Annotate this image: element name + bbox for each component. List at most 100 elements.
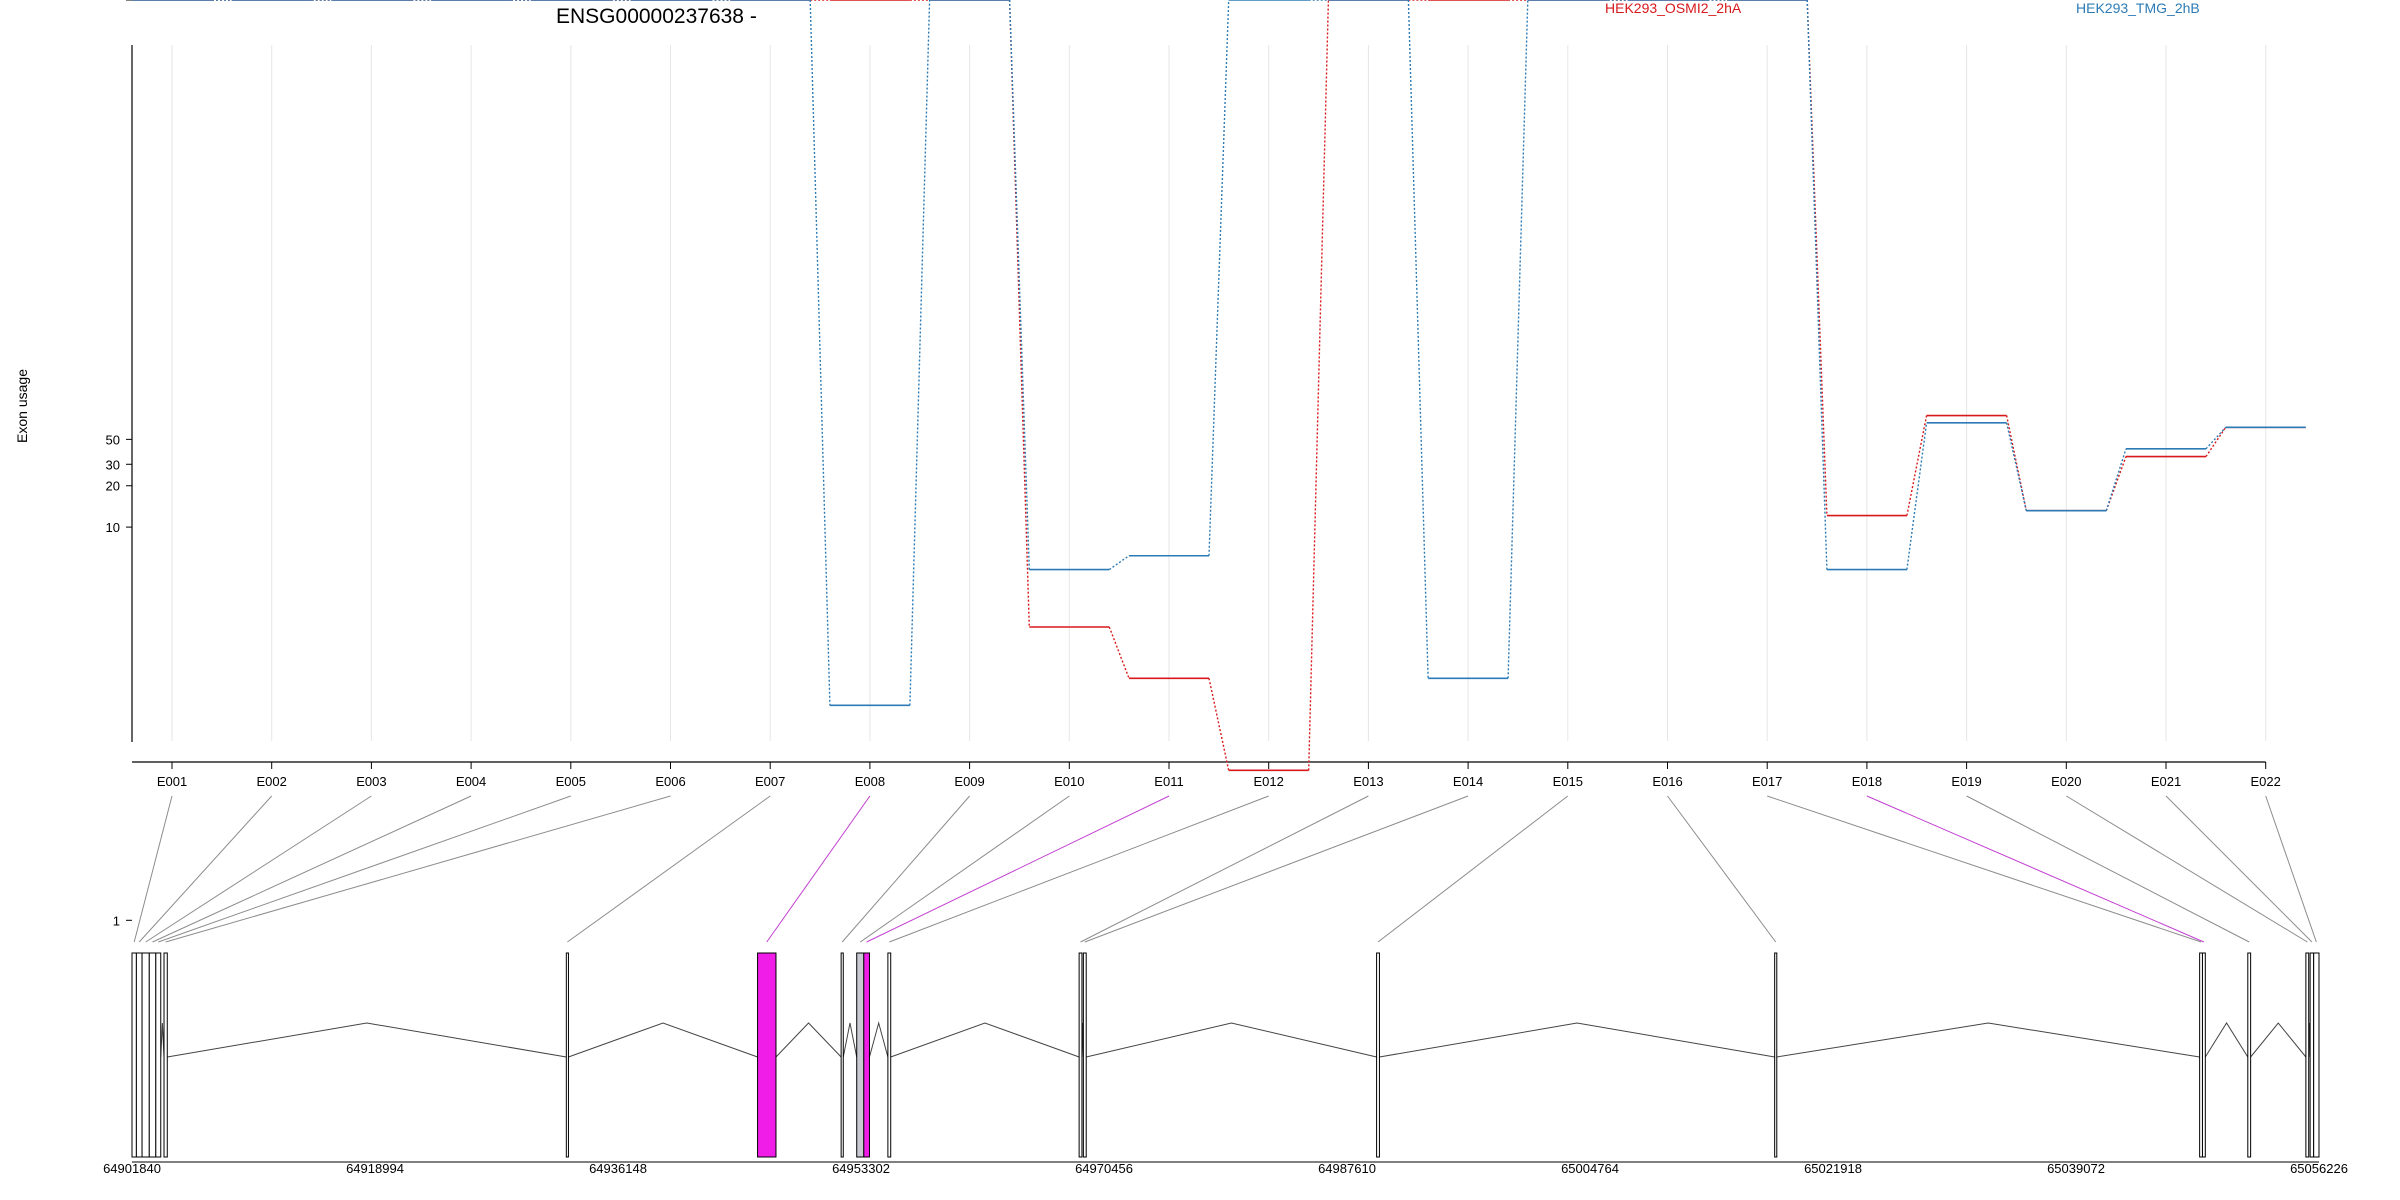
genomic-tick-label: 64953302	[832, 1161, 890, 1176]
exon-box-E014	[1082, 952, 1087, 1158]
series-2-transition	[909, 0, 931, 706]
exon-box-E022	[2313, 952, 2320, 1158]
exon-box-E016	[1774, 952, 1778, 1158]
series-2	[132, 0, 2306, 707]
intron-line	[868, 1021, 889, 1058]
series-1-transition	[1906, 415, 1928, 516]
x-tick-label: E020	[2051, 774, 2081, 789]
series-1-transition	[2205, 426, 2227, 457]
genomic-tick-label: 65056226	[2290, 1161, 2348, 1176]
genomic-tick-label: 64970456	[1075, 1161, 1133, 1176]
exon-box-E015	[1376, 952, 1380, 1158]
connector-E009	[841, 795, 970, 943]
x-tick-label: E010	[1054, 774, 1084, 789]
series-1-transition	[1108, 626, 1130, 679]
series-2-transition	[809, 0, 831, 706]
series-2-transition	[2005, 422, 2027, 511]
intron-line	[160, 1022, 165, 1058]
exon-box-E004	[148, 952, 157, 1158]
x-tick-label: E007	[755, 774, 785, 789]
exon-box-E011	[863, 952, 870, 1158]
connector-E020	[2066, 795, 2308, 943]
x-tick-label: E001	[157, 774, 187, 789]
y-tick-label: 30	[106, 457, 120, 472]
intron-line	[890, 1022, 1080, 1058]
x-tick-label: E003	[356, 774, 386, 789]
exon-box-E001	[131, 952, 137, 1158]
x-tick-label: E004	[456, 774, 486, 789]
series-1-transition	[2005, 415, 2027, 511]
exon-box-E020	[2305, 952, 2310, 1158]
exon-box-E021	[2309, 952, 2315, 1158]
series-2-transition	[1906, 422, 1928, 570]
y-tick-label: 1	[113, 913, 120, 928]
legend-entry-1: HEK293_OSMI2_2hA	[1605, 0, 1742, 16]
connector-E006	[165, 795, 671, 943]
genomic-tick-label: 64987610	[1318, 1161, 1376, 1176]
y-tick-label: 0.1	[102, 0, 120, 3]
genomic-tick-label: 65039072	[2047, 1161, 2105, 1176]
connector-E015	[1377, 795, 1569, 943]
x-tick-label: E015	[1553, 774, 1583, 789]
genomic-tick-label: 64901840	[103, 1161, 161, 1176]
x-tick-label: E012	[1254, 774, 1284, 789]
y-tick-label: 10	[106, 520, 120, 535]
connector-E022	[2265, 795, 2317, 943]
genomic-tick-label: 64936148	[589, 1161, 647, 1176]
x-tick-label: E022	[2251, 774, 2281, 789]
y-axis-label: Exon usage	[14, 369, 30, 443]
exon-box-E006	[163, 952, 168, 1158]
series-2-transition	[1806, 0, 1828, 570]
exon-box-E018	[2201, 952, 2206, 1158]
series-2-transition	[1008, 0, 1030, 570]
intron-line	[775, 1022, 842, 1058]
connector-E012	[889, 795, 1269, 943]
intron-line	[1379, 1022, 1775, 1058]
x-tick-label: E017	[1752, 774, 1782, 789]
connector-E007	[567, 795, 771, 943]
exon-box-E002	[135, 952, 143, 1158]
gene-model: 64901840 64918994 64936148 64953302 64970456…	[103, 952, 2348, 1176]
exon-box-E007	[565, 952, 569, 1158]
exon-box-E012	[887, 952, 892, 1158]
intron-line	[1086, 1022, 1377, 1058]
genomic-tick-label: 64918994	[346, 1161, 404, 1176]
connector-E013	[1080, 795, 1369, 943]
x-tick-label: E019	[1951, 774, 1981, 789]
series-2-transition	[1108, 555, 1130, 571]
connector-E003	[145, 795, 372, 943]
exon-box-E005	[155, 952, 162, 1158]
genomic-tick-label: 65004764	[1561, 1161, 1619, 1176]
y-tick-label: 20	[106, 479, 120, 494]
connector-E005	[158, 795, 571, 943]
genomic-tick-label: 65021918	[1804, 1161, 1862, 1176]
x-tick-label: E016	[1652, 774, 1682, 789]
intron-line	[568, 1022, 758, 1058]
x-tick-label: E014	[1453, 774, 1483, 789]
intron-line	[2204, 1022, 2249, 1058]
intron-line	[842, 1022, 858, 1058]
intron-line	[167, 1022, 567, 1058]
x-tick-label: E009	[954, 774, 984, 789]
connector-E014	[1084, 795, 1469, 943]
connector-E019	[1966, 795, 2250, 943]
series-2-transition	[1208, 0, 1230, 556]
x-tick-label: E018	[1852, 774, 1882, 789]
x-tick-label: E013	[1353, 774, 1383, 789]
connector-E010	[859, 795, 1070, 943]
series-2-transition	[2205, 426, 2227, 450]
series-2-transition	[1507, 0, 1529, 679]
intron-line	[2250, 1022, 2307, 1058]
connector-E016	[1667, 795, 1777, 943]
x-tick-label: E002	[257, 774, 287, 789]
exon-box-E019	[2247, 952, 2252, 1158]
y-tick-label: 50	[106, 432, 120, 447]
connector-E017	[1767, 795, 2202, 943]
intron-line	[1776, 1022, 2200, 1058]
x-tick-label: E008	[855, 774, 885, 789]
series-1	[132, 0, 2306, 772]
axes: 0.1 1 10 20 30 50 E001 E002 E003 E004 E005 E006 E007…	[102, 0, 2281, 928]
exon-box-E010	[856, 952, 865, 1158]
connector-E001	[133, 795, 173, 943]
